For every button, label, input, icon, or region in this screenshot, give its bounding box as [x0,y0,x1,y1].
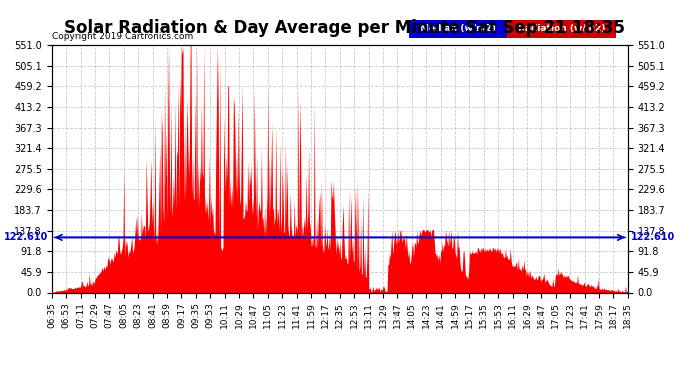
Text: Copyright 2019 Cartronics.com: Copyright 2019 Cartronics.com [52,32,193,41]
Text: Median (w/m2): Median (w/m2) [420,24,496,33]
Text: 122.610: 122.610 [4,232,48,242]
FancyBboxPatch shape [409,20,507,38]
Text: Radiation (w/m2): Radiation (w/m2) [518,24,605,33]
FancyBboxPatch shape [507,20,616,38]
Text: 122.610: 122.610 [631,232,676,242]
Text: Solar Radiation & Day Average per Minute Sat Sep 21 18:35: Solar Radiation & Day Average per Minute… [64,19,626,37]
